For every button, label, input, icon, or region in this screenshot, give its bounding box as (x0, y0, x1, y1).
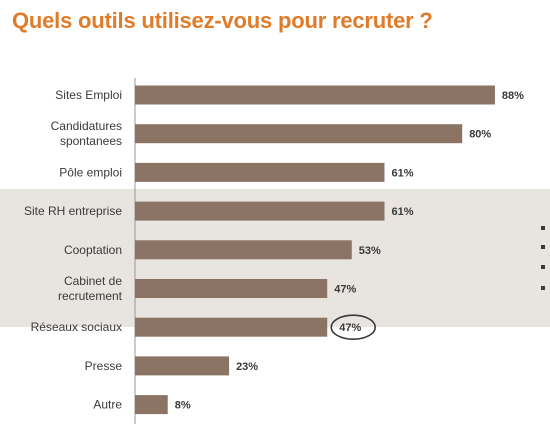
value-label: 8% (175, 400, 191, 412)
bar (135, 201, 385, 221)
legend-bullet-icon (541, 245, 545, 249)
bar (135, 395, 168, 415)
category-label: Presse (85, 359, 123, 373)
bar (135, 356, 230, 376)
category-label: Autre (93, 398, 122, 412)
bar (135, 240, 352, 260)
category-label: Cooptation (64, 243, 122, 257)
bar (135, 279, 328, 298)
category-label: Site RH entreprise (24, 204, 122, 218)
chart-title: Quels outils utilisez-vous pour recruter… (12, 8, 433, 33)
value-label: 61% (391, 206, 413, 218)
category-label: Réseaux sociaux (31, 320, 122, 334)
value-label: 61% (391, 167, 413, 179)
value-label: 88% (502, 90, 524, 102)
value-label: 47% (339, 322, 361, 334)
category-label: Cabinet de recrutement (58, 274, 123, 303)
category-label: Sites Emploi (55, 88, 122, 102)
highlight-circle (330, 314, 377, 341)
legend-bullet-icon (541, 265, 545, 269)
bar (135, 85, 495, 105)
category-label: Pôle emploi (59, 165, 122, 179)
legend-bullet-icon (541, 286, 545, 290)
bar (135, 124, 463, 144)
category-label: Candidatures spontanees (51, 119, 122, 148)
value-label: 80% (469, 129, 491, 141)
bar (135, 317, 328, 337)
legend-bullet-icon (541, 226, 545, 230)
value-label: 53% (359, 245, 381, 257)
value-label: 47% (334, 284, 356, 296)
value-label: 23% (236, 361, 258, 373)
bar (135, 162, 385, 182)
